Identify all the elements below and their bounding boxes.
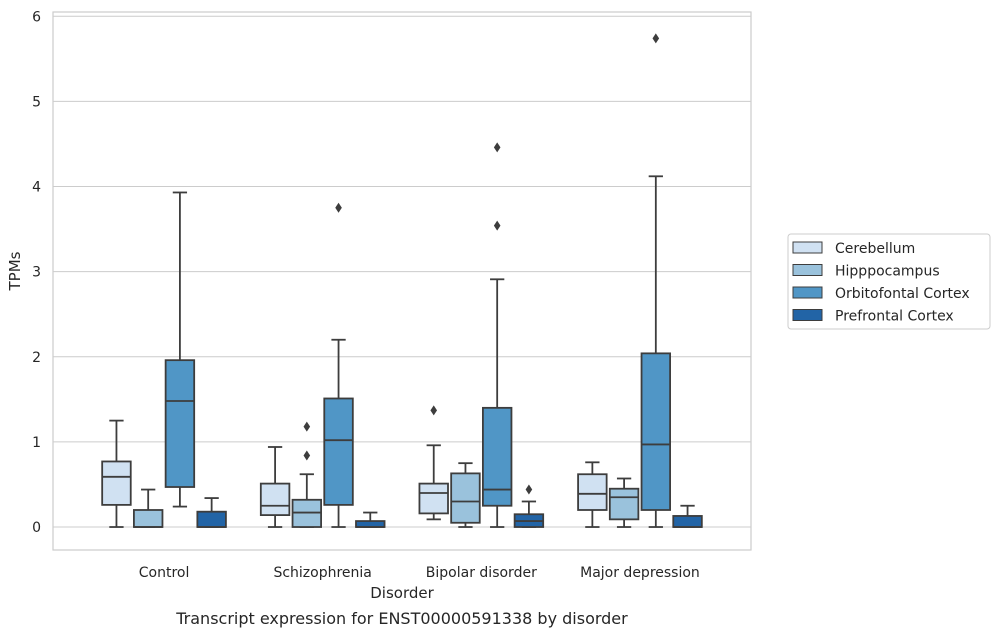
y-axis-label: TPMs — [6, 251, 24, 291]
legend-label: Prefrontal Cortex — [835, 309, 954, 325]
box-body — [608, 487, 640, 521]
box-prefrontal-cortex — [355, 511, 386, 528]
outlier-point — [493, 142, 501, 153]
box-body — [101, 460, 132, 506]
box-body — [259, 482, 291, 516]
box-orbitofontal-cortex — [482, 142, 513, 528]
box-groups — [101, 33, 703, 528]
x-tick-label: Schizophrenia — [273, 565, 371, 581]
box-hipppocampus — [291, 421, 322, 528]
outlier-point — [652, 33, 660, 44]
legend-label: Hipppocampus — [835, 264, 940, 280]
y-tick-label: 0 — [32, 520, 41, 536]
x-tick-label: Major depression — [580, 565, 700, 581]
box-cerebellum — [259, 446, 291, 528]
legend-label: Orbitofontal Cortex — [835, 286, 970, 302]
outlier-point — [430, 405, 438, 416]
x-tick-label: Control — [139, 565, 190, 581]
box-body — [418, 482, 449, 515]
y-tick-label: 1 — [32, 435, 41, 451]
outlier-point — [493, 220, 501, 231]
box-orbitofontal-cortex — [164, 191, 196, 508]
y-tick-label: 6 — [32, 9, 41, 25]
box-body — [482, 406, 513, 507]
box-body — [164, 359, 196, 488]
box-body — [133, 509, 164, 528]
box-prefrontal-cortex — [672, 504, 703, 528]
box-cerebellum — [101, 419, 132, 528]
box-orbitofontal-cortex — [640, 33, 671, 528]
outlier-point — [303, 450, 311, 461]
box-body — [450, 472, 481, 524]
y-tick-label: 4 — [32, 180, 41, 196]
x-axis-ticks: Control Schizophrenia Bipolar disorder Majo… — [139, 565, 700, 581]
box-hipppocampus — [608, 477, 640, 528]
box-hipppocampus — [450, 462, 481, 528]
box-body — [196, 510, 227, 528]
box-cerebellum — [577, 461, 608, 528]
box-hipppocampus — [133, 488, 164, 528]
box-cerebellum — [418, 405, 449, 521]
legend-swatch — [792, 286, 823, 299]
legend-swatch — [792, 241, 823, 254]
x-tick-label: Bipolar disorder — [426, 565, 537, 581]
outlier-point — [303, 421, 311, 432]
box-orbitofontal-cortex — [323, 202, 354, 528]
box-body — [323, 397, 354, 506]
chart-caption: Transcript expression for ENST0000059133… — [175, 609, 628, 628]
box-body — [640, 352, 671, 511]
box-body — [672, 515, 703, 528]
x-axis-label: Disorder — [370, 584, 434, 602]
legend-label: Cerebellum — [835, 241, 915, 257]
legend-swatch — [792, 264, 823, 276]
box-body — [577, 473, 608, 511]
outlier-point — [335, 202, 342, 213]
y-tick-label: 3 — [32, 265, 41, 281]
legend: Cerebellum Hipppocampus Orbitofontal Corte… — [787, 233, 991, 330]
box-prefrontal-cortex — [513, 484, 545, 528]
y-tick-label: 5 — [32, 94, 41, 110]
y-axis-ticks: 0 1 2 3 4 5 6 — [32, 9, 41, 536]
box-prefrontal-cortex — [196, 497, 227, 528]
outlier-point — [525, 484, 533, 495]
legend-box — [787, 233, 991, 330]
legend-swatch — [792, 309, 823, 321]
y-tick-label: 2 — [32, 350, 41, 366]
